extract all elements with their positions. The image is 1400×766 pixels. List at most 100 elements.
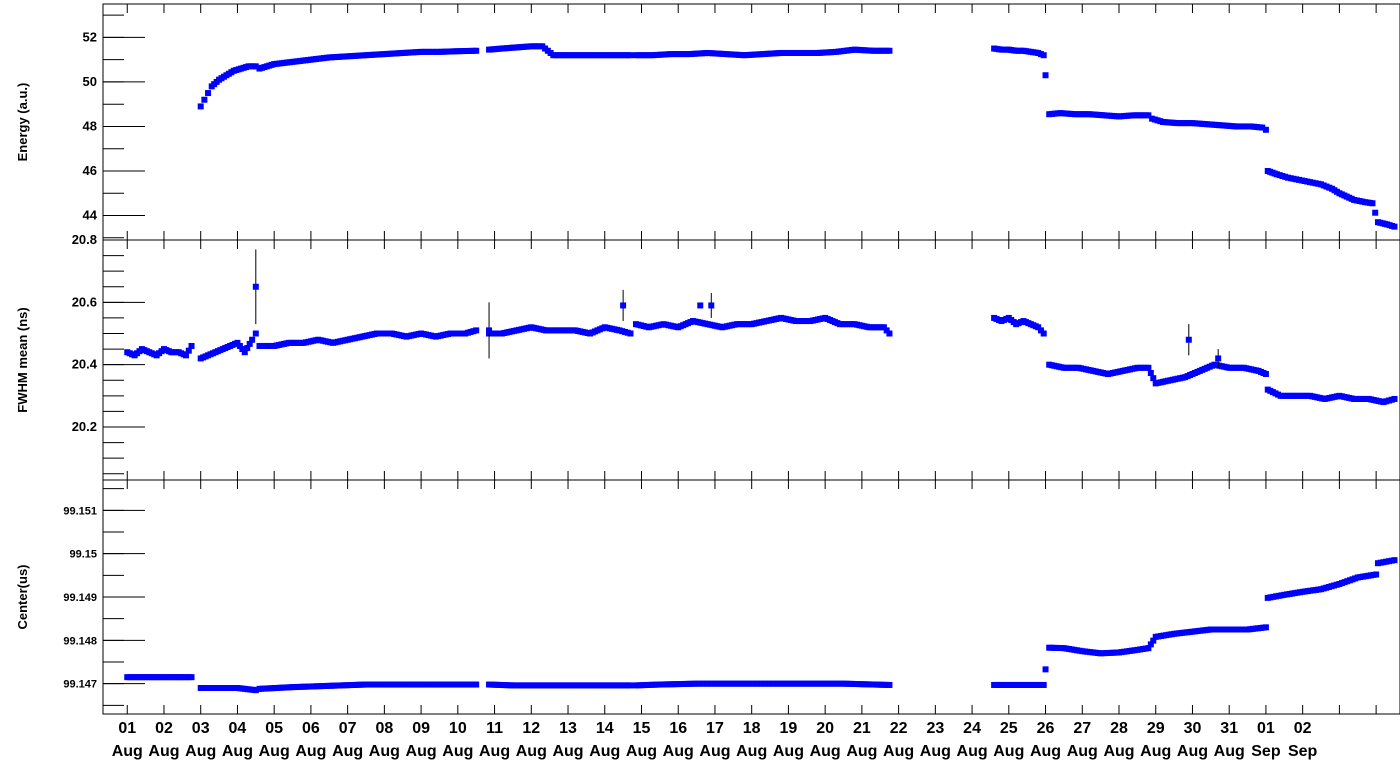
x-tick-month-label: Aug [295, 743, 326, 760]
y-axis-title: FWHM mean (ns) [15, 307, 30, 412]
x-tick-day-label: 22 [890, 720, 908, 737]
x-tick-month-label: Aug [332, 743, 363, 760]
panel-2: 20.2 20.4 20.6 20.8 FWHM mean (ns) [15, 232, 1400, 481]
data-point [201, 96, 208, 103]
y-tick-label: 99.149 [63, 592, 97, 604]
data-point [1150, 637, 1157, 644]
x-tick-month-label: Aug [112, 743, 143, 760]
data-point [234, 339, 241, 346]
x-tick-day-label: 06 [302, 720, 320, 737]
data-point [241, 349, 248, 356]
data-point [1369, 200, 1376, 207]
x-tick-day-label: 30 [1184, 720, 1202, 737]
data-point [473, 47, 480, 54]
x-tick-day-label: 27 [1073, 720, 1091, 737]
x-tick-month-label: Aug [773, 743, 804, 760]
data-point [1391, 557, 1398, 564]
x-tick-day-label: 19 [780, 720, 798, 737]
data-point [886, 330, 893, 337]
x-tick-month-label: Sep [1288, 743, 1318, 760]
data-point [1391, 395, 1398, 402]
data-point [1259, 124, 1266, 131]
y-tick-label: 99.151 [63, 505, 97, 517]
y-tick-label: 46 [83, 163, 97, 178]
data-point [1147, 369, 1154, 376]
x-tick-month-label: Aug [259, 743, 290, 760]
y-axis-title: Energy (a.u.) [15, 83, 30, 162]
panel-1: 44 46 48 50 52 Energy (a.u.) [15, 3, 1400, 241]
x-tick-month-label: Aug [589, 743, 620, 760]
x-tick-day-label: 29 [1147, 720, 1165, 737]
data-point [252, 687, 259, 694]
data-point [627, 330, 634, 337]
x-tick-day-label: 21 [853, 720, 871, 737]
data-point [1042, 72, 1049, 79]
data-point [1262, 371, 1269, 378]
x-tick-month-label: Aug [883, 743, 914, 760]
x-tick-month-label: Aug [369, 743, 400, 760]
x-tick-day-label: 13 [559, 720, 577, 737]
data-point [627, 52, 634, 59]
x-tick-month-label: Aug [552, 743, 583, 760]
x-tick-day-label: 03 [192, 720, 210, 737]
data-point [1040, 52, 1047, 59]
x-tick-day-label: 01 [1257, 720, 1275, 737]
data-point [473, 327, 480, 334]
x-tick-month-label: Aug [1067, 743, 1098, 760]
x-tick-month-label: Aug [148, 743, 179, 760]
data-point [239, 346, 246, 353]
x-tick-day-label: 04 [229, 720, 247, 737]
x-tick-month-label: Aug [920, 743, 951, 760]
chart-panels: 44 46 48 50 52 Energy (a.u.) 20.2 20.4 20.6 20.8 F… [15, 3, 1400, 715]
x-tick-month-label: Aug [185, 743, 216, 760]
data-point [1037, 327, 1044, 334]
data-point [1040, 330, 1047, 337]
data-point [473, 681, 480, 688]
x-tick-day-label: 09 [412, 720, 430, 737]
x-tick-day-label: 16 [669, 720, 687, 737]
x-tick-day-label: 01 [118, 720, 136, 737]
outlier-point [486, 327, 493, 334]
x-tick-month-label: Aug [479, 743, 510, 760]
x-tick-day-label: 12 [522, 720, 540, 737]
y-tick-label: 99.15 [69, 549, 97, 561]
data-point [1262, 126, 1269, 133]
x-tick-month-label: Aug [846, 743, 877, 760]
data-point [252, 330, 259, 337]
x-tick-month-label: Sep [1251, 743, 1281, 760]
x-tick-month-label: Aug [699, 743, 730, 760]
data-point [197, 103, 204, 110]
data-point [249, 336, 256, 343]
x-tick-month-label: Aug [1140, 743, 1171, 760]
data-point [244, 345, 251, 352]
data-point [1145, 364, 1152, 371]
x-tick-day-label: 28 [1110, 720, 1128, 737]
y-tick-label: 20.6 [72, 294, 97, 309]
data-point [883, 327, 890, 334]
x-tick-day-label: 18 [743, 720, 761, 737]
x-tick-day-label: 07 [339, 720, 357, 737]
data-point [886, 681, 893, 688]
data-point [188, 342, 195, 349]
y-tick-label: 99.147 [63, 679, 97, 691]
x-tick-day-label: 31 [1220, 720, 1238, 737]
data-point [246, 340, 253, 347]
y-tick-label: 48 [83, 118, 97, 133]
y-tick-label: 99.148 [63, 635, 97, 647]
data-point [1373, 571, 1380, 578]
x-tick-day-label: 10 [449, 720, 467, 737]
plot-frame [102, 479, 1400, 715]
x-tick-day-label: 24 [963, 720, 981, 737]
data-point [627, 682, 634, 689]
x-axis-labels: 01 Aug 02 Aug 03 Aug 04 Aug 05 Aug 06 Aug 07 Aug 08 Aug… [112, 720, 1318, 760]
outlier-point [697, 302, 704, 309]
x-tick-day-label: 25 [1000, 720, 1018, 737]
x-tick-month-label: Aug [1103, 743, 1134, 760]
data-point [1042, 666, 1049, 673]
y-tick-label: 20.4 [72, 357, 98, 372]
x-tick-month-label: Aug [222, 743, 253, 760]
y-tick-label: 20.8 [72, 232, 97, 247]
data-point [1040, 681, 1047, 688]
x-tick-day-label: 15 [633, 720, 651, 737]
data-point [1145, 112, 1152, 119]
